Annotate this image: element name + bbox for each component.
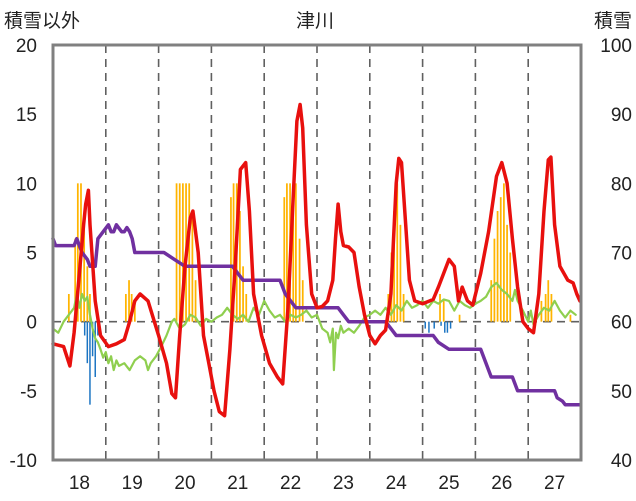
x-tick-label: 20 (174, 473, 195, 494)
blue-bar (83, 321, 86, 336)
orange-bar (124, 294, 127, 322)
right-tick-label: 40 (611, 451, 632, 472)
red-series-line (51, 102, 582, 418)
left-tick-label: 20 (16, 36, 37, 57)
orange-bar (439, 294, 441, 322)
x-tick-label: 18 (69, 473, 90, 494)
orange-bar (230, 197, 232, 322)
x-tick-label: 27 (544, 473, 565, 494)
orange-bar (182, 183, 184, 322)
orange-bar (86, 266, 89, 322)
orange-bar (292, 197, 295, 322)
orange-bar (399, 224, 402, 322)
right-tick-label: 70 (611, 244, 632, 265)
left-tick-label: -10 (10, 451, 37, 472)
left-tick-label: 15 (16, 105, 37, 126)
right-tick-label: 80 (611, 174, 632, 195)
orange-bar (547, 280, 550, 322)
left-tick-label: -5 (20, 382, 37, 403)
orange-bar (245, 294, 248, 322)
orange-bar (242, 266, 244, 322)
orange-bar (569, 314, 572, 322)
blue-bar (94, 321, 96, 377)
blue-bar (89, 321, 91, 405)
blue-bar (91, 321, 94, 357)
orange-bar (76, 183, 79, 322)
right-tick-label: 90 (611, 105, 632, 126)
chart-title: 津川 (296, 10, 334, 32)
orange-bar (286, 183, 288, 322)
x-tick-label: 25 (438, 473, 459, 494)
tick-layer: -10 -5 0 5 10 15 20 40 50 60 70 80 90 100 18 19 20 21 22 23… (10, 36, 632, 494)
orange-bar (133, 300, 136, 322)
x-tick-label: 19 (122, 473, 143, 494)
orange-bar (393, 211, 395, 322)
blue-bar (424, 321, 426, 329)
right-tick-label: 100 (600, 36, 632, 57)
blue-bar (440, 321, 442, 326)
right-tick-label: 50 (611, 382, 632, 403)
blue-bar (433, 321, 435, 329)
left-tick-label: 10 (16, 174, 37, 195)
orange-bar (83, 224, 86, 322)
orange-bar (396, 183, 399, 322)
x-tick-label: 23 (333, 473, 354, 494)
blue-bar (86, 321, 89, 364)
orange-bar (178, 183, 181, 322)
blue-bar (449, 321, 452, 329)
right-axis-label: 積雪 (594, 10, 632, 32)
purple-series-line (51, 223, 582, 407)
blue-bar (428, 321, 430, 333)
right-tick-label: 60 (611, 313, 632, 334)
orange-bar (232, 183, 235, 322)
x-tick-label: 21 (227, 473, 248, 494)
left-axis-label: 積雪以外 (4, 10, 80, 32)
left-tick-label: 5 (26, 244, 37, 265)
orange-bar (301, 280, 304, 322)
orange-bar (509, 252, 512, 322)
orange-bar (496, 211, 499, 322)
orange-bar (194, 280, 197, 322)
blue-bar (444, 321, 446, 333)
orange-bar (295, 183, 297, 322)
orange-bar (74, 238, 77, 322)
bar-layer (67, 183, 572, 405)
orange-bar (175, 183, 178, 322)
x-tick-label: 26 (491, 473, 512, 494)
orange-bar (188, 183, 191, 322)
grid-layer (53, 45, 581, 460)
orange-bar (458, 314, 461, 322)
orange-bar (503, 183, 505, 322)
orange-bar (128, 280, 130, 322)
orange-bar (298, 238, 301, 322)
green-series-line (51, 281, 577, 372)
x-tick-label: 22 (280, 473, 301, 494)
line-layer (51, 102, 582, 418)
orange-bar (499, 197, 502, 322)
blue-bar (446, 321, 449, 333)
plot-frame (51, 43, 583, 462)
orange-bar (239, 211, 241, 322)
orange-bar (506, 224, 508, 322)
x-tick-label: 24 (386, 473, 408, 494)
orange-bar (442, 300, 445, 322)
orange-bar (493, 238, 496, 322)
left-tick-label: 0 (26, 313, 37, 334)
orange-bar (67, 294, 70, 322)
orange-bar (283, 197, 286, 322)
orange-bar (490, 280, 493, 322)
